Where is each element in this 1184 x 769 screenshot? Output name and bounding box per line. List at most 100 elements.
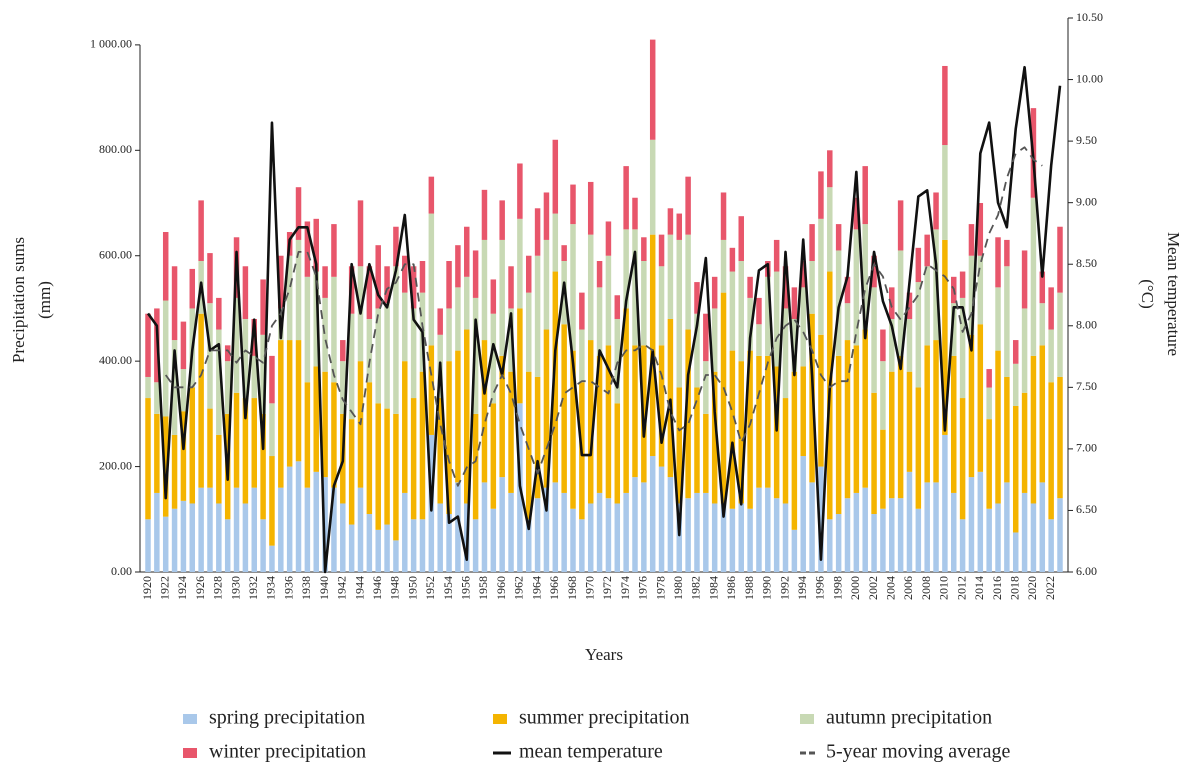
bar-segment <box>968 255 975 335</box>
bar-segment <box>703 413 709 493</box>
bar-segment <box>596 492 603 572</box>
bar-segment <box>1039 482 1046 572</box>
bar-segment <box>331 487 337 572</box>
bar-segment <box>366 382 373 515</box>
bar-segment <box>534 255 541 377</box>
legend-label: 5-year moving average <box>826 741 1010 763</box>
bar-segment <box>897 498 904 572</box>
bar-segment <box>552 482 559 572</box>
bar-segment <box>889 498 895 572</box>
bar-segment <box>269 545 275 572</box>
y2-tick-label: 6.00 <box>1076 564 1097 578</box>
bar-segment <box>180 321 187 370</box>
bar-segment <box>525 371 532 520</box>
bar-segment <box>1021 392 1028 493</box>
bar-segment <box>260 519 266 572</box>
bar-segment <box>756 297 762 325</box>
bar-segment <box>587 340 594 504</box>
bar-segment <box>375 308 381 404</box>
bar-segment <box>499 477 505 572</box>
bar-segment <box>791 529 798 572</box>
bar-segment <box>517 218 523 309</box>
bar-segment <box>711 371 718 504</box>
bar-segment <box>959 398 966 520</box>
bar-segment <box>720 292 727 504</box>
bar-segment <box>154 413 160 493</box>
bar-segment <box>623 308 629 493</box>
bar-segment <box>667 208 674 235</box>
y-tick-label: 0.00 <box>111 564 132 578</box>
bar-segment <box>162 300 169 417</box>
bar-segment <box>517 308 523 404</box>
x-tick-label: 1924 <box>175 576 189 600</box>
bar-segment <box>924 482 930 572</box>
x-tick-label: 1986 <box>724 576 738 600</box>
legend-item: 5-year moving average <box>800 741 1010 763</box>
bar-segment <box>1012 340 1019 364</box>
bar-segment <box>862 329 868 488</box>
bar-segment <box>942 145 948 240</box>
bar-segment <box>278 487 284 572</box>
bar-segment <box>525 292 532 372</box>
x-tick-label: 2002 <box>866 576 880 600</box>
bar-segment <box>171 508 178 572</box>
bar-segment <box>915 282 922 388</box>
y-tick-label: 1 000.00 <box>90 37 132 51</box>
bar-segment <box>295 461 302 572</box>
bar-segment <box>393 540 399 572</box>
bar-segment <box>375 529 381 572</box>
bar-segment <box>490 508 497 572</box>
y2-tick-label: 7.50 <box>1076 379 1097 393</box>
bar-segment <box>649 234 656 457</box>
bar-segment <box>278 255 284 309</box>
bar-segment <box>1057 376 1063 499</box>
bar-segment <box>694 492 700 572</box>
bar-segment <box>517 163 523 219</box>
bar-segment <box>844 303 851 341</box>
bar-segment <box>207 253 213 304</box>
bar-segment <box>216 503 222 572</box>
y2-tick-label: 8.50 <box>1076 256 1097 270</box>
bar-segment <box>464 276 470 330</box>
legend-item: autumn precipitation <box>800 707 992 729</box>
bar-segment <box>464 329 470 504</box>
bar-segment <box>959 297 966 399</box>
bar-segment <box>711 503 718 572</box>
x-tick-label: 1934 <box>264 576 278 600</box>
bar-segment <box>951 492 957 572</box>
bar-segment <box>393 226 399 267</box>
bar-segment <box>561 324 567 493</box>
bar-segment <box>676 387 683 504</box>
x-tick-label: 1974 <box>618 576 632 600</box>
bar-segment <box>756 324 762 356</box>
x-tick-label: 1930 <box>228 576 242 600</box>
bar-segment <box>384 266 390 304</box>
bar-segment <box>410 266 417 309</box>
bar-segment <box>791 287 798 319</box>
bar-segment <box>561 492 567 572</box>
bar-segment <box>818 171 824 219</box>
bar-segment <box>348 313 355 420</box>
bar-segment <box>490 403 497 509</box>
bar-segment <box>552 213 559 272</box>
bar-segment <box>384 303 390 409</box>
bar-segment <box>375 245 381 309</box>
bar-segment <box>827 150 833 188</box>
bar-segment <box>455 350 461 483</box>
bar-segment <box>481 239 488 341</box>
bar-segment <box>968 477 975 572</box>
bar-segment <box>269 456 275 546</box>
bar-segment <box>605 498 612 572</box>
bar-segment <box>251 487 257 572</box>
legend-label: winter precipitation <box>209 741 366 763</box>
x-tick-label: 1928 <box>211 576 225 600</box>
bar-segment <box>1048 329 1054 383</box>
bar-segment <box>632 345 638 478</box>
bar-segment <box>322 266 328 298</box>
y2-axis-title: (°C) <box>1138 279 1157 308</box>
bar-segment <box>800 261 806 288</box>
bar-segment <box>242 503 249 572</box>
bar-segment <box>880 429 886 509</box>
bar-segment <box>552 139 559 214</box>
bar-segment <box>1004 266 1010 377</box>
